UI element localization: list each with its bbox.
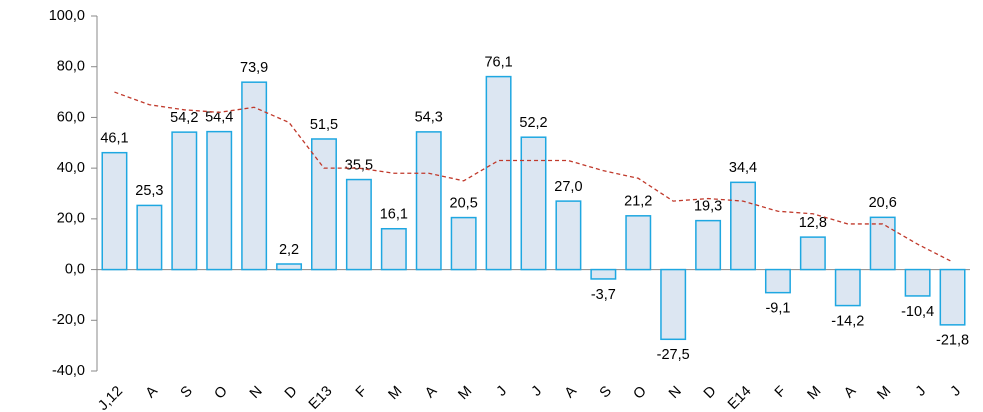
value-label: 12,8 <box>799 215 827 231</box>
bar <box>276 263 303 271</box>
bar <box>345 178 372 271</box>
bar <box>241 81 268 271</box>
value-label: 52,2 <box>519 115 547 131</box>
x-tick-label: D <box>282 383 301 402</box>
value-label: 16,1 <box>380 207 408 223</box>
value-label: 34,4 <box>729 160 757 176</box>
x-tick-label: A <box>422 383 440 401</box>
value-label: -9,1 <box>765 300 790 316</box>
value-label: -10,4 <box>901 304 934 320</box>
x-tick-label: O <box>631 383 650 402</box>
x-tick-label: N <box>247 383 266 402</box>
value-label: -14,2 <box>831 313 864 329</box>
bar <box>101 151 128 271</box>
bar <box>869 216 896 271</box>
y-tick-label: 60,0 <box>57 109 85 125</box>
value-label: 21,2 <box>624 194 652 210</box>
value-label: 54,2 <box>170 110 198 126</box>
bar <box>764 268 791 294</box>
value-label: 2,2 <box>279 242 299 258</box>
x-tick-label: N <box>666 383 685 402</box>
x-tick-label: A <box>143 383 161 401</box>
bar <box>904 268 931 297</box>
bar <box>939 268 966 326</box>
x-tick-label: M <box>805 383 825 403</box>
x-tick-label: E13 <box>306 383 336 412</box>
value-label: 46,1 <box>100 131 128 147</box>
x-tick-label: J,12 <box>95 383 126 412</box>
x-tick-label: J <box>494 383 510 399</box>
value-label: 25,3 <box>135 183 163 199</box>
bar <box>415 131 442 271</box>
bar <box>520 136 547 271</box>
bar <box>171 131 198 271</box>
bar <box>730 181 756 271</box>
x-tick-label: J <box>529 383 545 399</box>
value-label: 54,3 <box>415 110 443 126</box>
value-label: 19,3 <box>694 198 722 214</box>
x-tick-label: D <box>701 383 720 402</box>
bar <box>311 138 337 271</box>
bar <box>590 268 617 280</box>
x-tick-label: J <box>913 383 929 399</box>
x-tick-label: S <box>597 383 615 401</box>
y-tick-label: 20,0 <box>57 211 85 227</box>
value-label: 51,5 <box>310 117 338 133</box>
value-label: 20,5 <box>450 195 478 211</box>
trend-line <box>114 91 953 263</box>
y-tick-label: 80,0 <box>57 59 85 75</box>
value-label: -3,7 <box>591 287 616 303</box>
value-label: 35,5 <box>345 157 373 173</box>
x-tick-label: F <box>772 383 790 401</box>
x-tick-label: J <box>948 383 964 399</box>
x-tick-label: S <box>178 383 196 401</box>
value-label: 76,1 <box>484 54 512 70</box>
value-label: 54,4 <box>205 109 233 125</box>
x-tick-label: O <box>211 383 230 402</box>
value-label: 20,6 <box>869 195 897 211</box>
bar <box>206 130 233 271</box>
y-tick-label: -20,0 <box>52 312 85 328</box>
y-tick-label: -40,0 <box>52 363 85 379</box>
bar <box>555 200 582 271</box>
x-tick-label: F <box>353 383 371 401</box>
y-tick-label: 100,0 <box>49 8 85 24</box>
value-label: 73,9 <box>240 60 268 76</box>
bar <box>625 215 652 271</box>
bar <box>834 268 861 307</box>
bar <box>485 75 512 271</box>
x-tick-label: M <box>874 383 894 403</box>
x-tick-label: M <box>455 383 475 403</box>
x-tick-label: M <box>385 383 405 403</box>
bar <box>450 216 477 271</box>
x-tick-label: A <box>562 383 580 401</box>
bar <box>799 236 826 271</box>
y-tick-label: 0,0 <box>65 261 85 277</box>
bar <box>136 204 163 271</box>
value-label: -21,8 <box>936 333 969 349</box>
x-tick-label: E14 <box>725 383 755 412</box>
value-label: 27,0 <box>554 179 582 195</box>
x-tick-label: A <box>841 383 859 401</box>
bar <box>380 227 407 271</box>
value-label: -27,5 <box>657 347 690 363</box>
bar <box>660 268 687 341</box>
bar <box>695 219 722 271</box>
y-tick-label: 40,0 <box>57 160 85 176</box>
